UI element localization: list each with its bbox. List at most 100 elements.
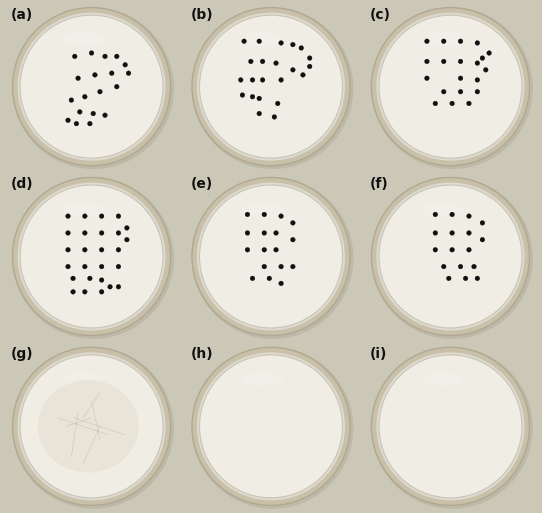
Circle shape	[458, 264, 463, 269]
Text: (h): (h)	[190, 347, 213, 361]
Circle shape	[377, 13, 525, 161]
Circle shape	[299, 46, 304, 50]
Circle shape	[82, 231, 87, 235]
Circle shape	[204, 189, 338, 324]
Circle shape	[12, 347, 171, 505]
Circle shape	[424, 39, 429, 44]
Text: (i): (i)	[370, 347, 387, 361]
Circle shape	[475, 77, 480, 82]
Circle shape	[458, 39, 463, 44]
Circle shape	[371, 177, 530, 336]
Ellipse shape	[421, 203, 463, 216]
Circle shape	[379, 15, 522, 158]
Circle shape	[87, 276, 92, 281]
Circle shape	[20, 15, 163, 158]
Circle shape	[480, 238, 485, 242]
Circle shape	[248, 59, 253, 64]
Circle shape	[125, 226, 129, 230]
Text: (a): (a)	[11, 8, 33, 22]
Circle shape	[433, 101, 438, 106]
Circle shape	[123, 63, 127, 67]
Circle shape	[458, 59, 463, 64]
Circle shape	[87, 121, 92, 126]
Circle shape	[383, 189, 518, 324]
Circle shape	[240, 93, 245, 97]
Ellipse shape	[242, 372, 283, 386]
Circle shape	[260, 59, 265, 64]
Circle shape	[371, 8, 533, 169]
Circle shape	[99, 264, 104, 269]
Circle shape	[480, 56, 485, 61]
Circle shape	[441, 59, 446, 64]
Circle shape	[467, 214, 472, 219]
Circle shape	[82, 94, 87, 99]
Circle shape	[192, 177, 353, 339]
Text: (c): (c)	[370, 8, 391, 22]
Circle shape	[66, 247, 70, 252]
Circle shape	[301, 72, 305, 77]
Circle shape	[99, 289, 104, 294]
Circle shape	[379, 355, 522, 498]
Circle shape	[475, 41, 480, 45]
Circle shape	[116, 247, 121, 252]
Circle shape	[192, 347, 350, 505]
Circle shape	[70, 289, 75, 294]
Circle shape	[24, 189, 159, 324]
Circle shape	[245, 231, 250, 235]
Circle shape	[245, 212, 250, 217]
Circle shape	[74, 121, 79, 126]
Circle shape	[450, 101, 455, 106]
Circle shape	[262, 247, 267, 252]
Ellipse shape	[421, 372, 463, 386]
Circle shape	[12, 8, 171, 166]
Circle shape	[250, 94, 255, 99]
Circle shape	[274, 231, 279, 235]
Circle shape	[467, 231, 472, 235]
Circle shape	[475, 61, 480, 66]
Circle shape	[114, 54, 119, 58]
Circle shape	[472, 264, 476, 269]
Circle shape	[99, 231, 104, 235]
Circle shape	[99, 278, 104, 282]
Circle shape	[99, 214, 104, 219]
Text: (e): (e)	[190, 177, 212, 191]
Text: (f): (f)	[370, 177, 389, 191]
Circle shape	[441, 89, 446, 94]
Circle shape	[260, 77, 265, 82]
Circle shape	[102, 54, 107, 58]
Circle shape	[73, 54, 77, 58]
Circle shape	[267, 276, 272, 281]
Circle shape	[424, 76, 429, 81]
Circle shape	[371, 347, 530, 505]
Circle shape	[480, 221, 485, 225]
Circle shape	[291, 238, 295, 242]
Circle shape	[197, 13, 345, 161]
Circle shape	[274, 247, 279, 252]
Circle shape	[98, 89, 102, 94]
Circle shape	[262, 264, 267, 269]
Circle shape	[192, 347, 353, 509]
Circle shape	[245, 247, 250, 252]
Circle shape	[291, 221, 295, 225]
Circle shape	[262, 212, 267, 217]
Circle shape	[377, 183, 525, 330]
Circle shape	[17, 13, 165, 161]
Circle shape	[89, 51, 94, 55]
Circle shape	[66, 214, 70, 219]
Circle shape	[475, 89, 480, 94]
Circle shape	[458, 89, 463, 94]
Circle shape	[82, 264, 87, 269]
Circle shape	[433, 212, 438, 217]
Circle shape	[274, 61, 279, 66]
Circle shape	[238, 77, 243, 82]
Ellipse shape	[38, 380, 139, 472]
Circle shape	[279, 41, 283, 45]
Circle shape	[70, 276, 75, 281]
Circle shape	[262, 231, 267, 235]
Circle shape	[250, 276, 255, 281]
Circle shape	[66, 264, 70, 269]
Circle shape	[24, 19, 159, 154]
Circle shape	[82, 289, 87, 294]
Circle shape	[199, 355, 343, 498]
Circle shape	[450, 247, 455, 252]
